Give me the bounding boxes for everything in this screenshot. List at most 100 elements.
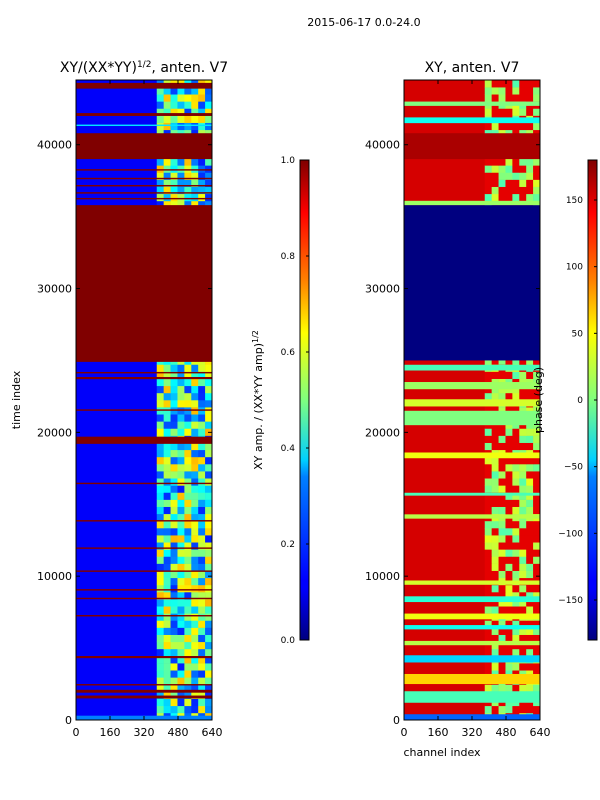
heatmap-strip-cell <box>533 158 541 166</box>
heatmap-band <box>404 452 540 459</box>
heatmap-strip-cell <box>184 513 192 522</box>
heatmap-strip-cell <box>498 122 506 131</box>
heatmap-strip-cell <box>533 528 541 536</box>
heatmap-strip-cell <box>484 563 492 571</box>
heatmap-strip-cell <box>156 513 164 522</box>
heatmap-strip-cell <box>205 400 213 408</box>
heatmap-strip-cell <box>491 535 499 543</box>
heatmap-strip-cell <box>491 506 499 515</box>
heatmap-strip-cell <box>184 641 192 650</box>
heatmap-strip-cell <box>491 478 499 486</box>
heatmap-strip-cell <box>191 371 199 379</box>
heatmap-strip-cell <box>198 421 206 429</box>
heatmap-strip-cell <box>512 563 520 571</box>
heatmap-strip-cell <box>512 535 520 543</box>
heatmap-strip-cell <box>177 428 185 436</box>
heatmap-strip-cell <box>505 620 513 628</box>
heatmap-strip-cell <box>198 648 206 657</box>
heatmap-strip-cell <box>177 506 185 515</box>
heatmap-band <box>76 547 212 549</box>
heatmap-strip-cell <box>491 599 499 607</box>
heatmap-strip-cell <box>519 87 527 95</box>
heatmap-strip-cell <box>533 627 541 635</box>
heatmap-strip-cell <box>191 528 199 536</box>
heatmap-strip-cell <box>177 364 185 372</box>
heatmap-strip-cell <box>198 371 206 379</box>
heatmap-strip-cell <box>191 513 199 522</box>
heatmap-strip-cell <box>163 165 171 173</box>
heatmap-strip-cell <box>170 442 178 451</box>
heatmap-strip-cell <box>156 442 164 451</box>
heatmap-strip-cell <box>505 584 513 593</box>
heatmap-strip-cell <box>498 506 506 515</box>
heatmap-strip-cell <box>498 499 506 507</box>
heatmap-strip-cell <box>491 179 499 187</box>
heatmap-strip-cell <box>519 392 527 401</box>
heatmap-strip-cell <box>512 520 520 529</box>
heatmap-strip-cell <box>177 186 185 195</box>
heatmap-strip-cell <box>184 698 192 707</box>
heatmap-strip-cell <box>184 471 192 479</box>
heatmap-strip-cell <box>163 122 171 131</box>
heatmap-strip-cell <box>156 101 164 109</box>
heatmap-strip-cell <box>198 428 206 436</box>
heatmap-strip-cell <box>519 528 527 536</box>
heatmap-strip-cell <box>498 435 506 443</box>
heatmap-strip-cell <box>191 577 199 586</box>
heatmap-strip-cell <box>526 456 534 465</box>
heatmap-strip-cell <box>533 371 541 379</box>
heatmap-strip-cell <box>205 620 213 628</box>
heatmap-strip-cell <box>526 122 534 131</box>
heatmap-band <box>76 615 212 617</box>
heatmap-strip-cell <box>156 172 164 180</box>
heatmap-band <box>404 117 540 124</box>
heatmap-strip-cell <box>491 620 499 628</box>
heatmap-strip-cell <box>163 705 171 714</box>
heatmap-strip-cell <box>491 165 499 173</box>
heatmap-strip-cell <box>198 115 206 123</box>
heatmap-strip-cell <box>491 471 499 479</box>
heatmap-strip-cell <box>533 442 541 451</box>
heatmap-strip-cell <box>498 165 506 173</box>
heatmap-strip-cell <box>198 165 206 173</box>
heatmap-strip-cell <box>198 200 206 209</box>
heatmap-strip-cell <box>498 542 506 550</box>
heatmap-strip-cell <box>170 620 178 628</box>
heatmap-strip-cell <box>191 179 199 187</box>
heatmap-band <box>404 580 540 585</box>
heatmap-strip-cell <box>205 528 213 536</box>
heatmap-strip-cell <box>205 471 213 479</box>
heatmap-strip-cell <box>491 627 499 635</box>
heatmap-strip-cell <box>498 663 506 671</box>
heatmap-strip-cell <box>484 80 492 88</box>
heatmap-strip-cell <box>170 556 178 564</box>
heatmap-strip-cell <box>533 122 541 131</box>
heatmap-strip-cell <box>205 506 213 515</box>
heatmap-strip-cell <box>191 478 199 486</box>
heatmap-band <box>404 655 540 663</box>
heatmap-strip-cell <box>498 670 506 678</box>
heatmap-strip-cell <box>205 577 213 586</box>
colorbar-tick-label: 0.4 <box>281 444 296 454</box>
heatmap-strip-cell <box>191 385 199 394</box>
heatmap-strip-cell <box>526 520 534 529</box>
heatmap-strip-cell <box>177 549 185 557</box>
heatmap-strip-cell <box>505 108 513 116</box>
heatmap-strip-cell <box>484 520 492 529</box>
heatmap-strip-cell <box>533 592 541 600</box>
heatmap-strip-cell <box>533 456 541 465</box>
heatmap-strip-cell <box>177 520 185 529</box>
heatmap-strip-cell <box>156 392 164 401</box>
heatmap-strip-cell <box>198 506 206 515</box>
heatmap-strip-cell <box>184 456 192 465</box>
colorbar-tick-label: 0.8 <box>281 252 296 262</box>
phase-y-ticks: 0 10000 20000 30000 40000 <box>365 139 540 727</box>
heatmap-strip-cell <box>198 456 206 465</box>
heatmap-strip-cell <box>484 464 492 472</box>
heatmap-strip-cell <box>498 392 506 401</box>
heatmap-strip-cell <box>170 528 178 536</box>
heatmap-strip-cell <box>156 364 164 372</box>
heatmap-band <box>404 200 540 206</box>
heatmap-strip-cell <box>156 613 164 621</box>
heatmap-strip-cell <box>205 385 213 394</box>
